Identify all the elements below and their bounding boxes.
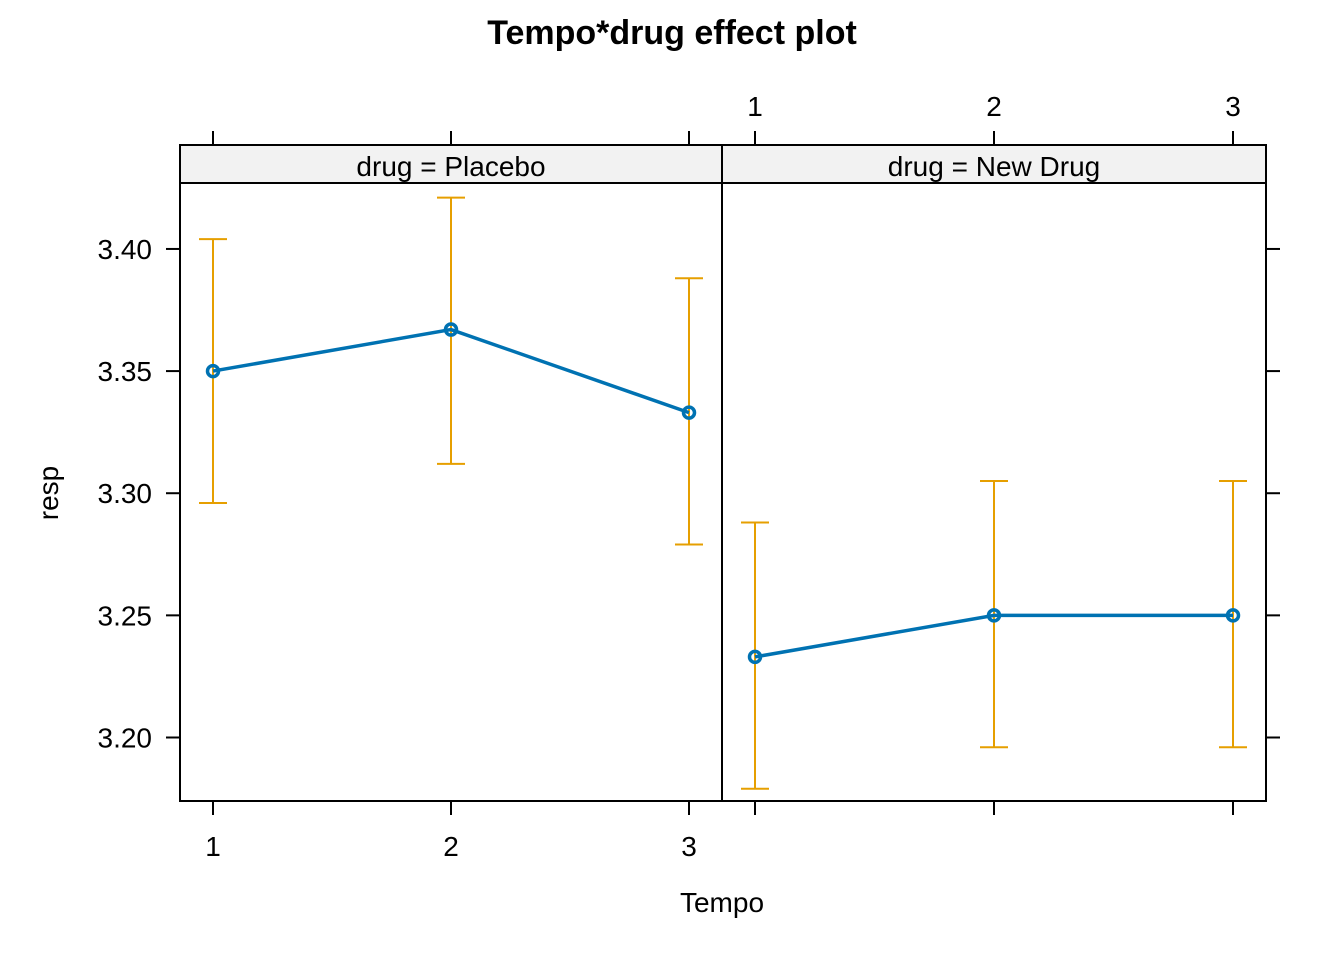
x-tick-label: 2 [443, 831, 459, 862]
strip-label: drug = New Drug [888, 151, 1100, 182]
strip-bg [179, 144, 723, 184]
data-point [443, 322, 459, 337]
series-line [754, 613, 1233, 659]
y-tick-label: 3.35 [98, 356, 153, 387]
y-axis-label: resp [33, 466, 64, 520]
x-tick-label: 1 [205, 831, 221, 862]
x-tick-label: 3 [681, 831, 697, 862]
data-point [986, 608, 1002, 623]
series-line [212, 327, 690, 415]
y-tick-label: 3.25 [98, 600, 153, 631]
data-point [747, 649, 763, 665]
y-tick-label: 3.20 [98, 722, 153, 753]
x-tick-label-top: 1 [747, 91, 763, 122]
x-axis-label: Tempo [680, 887, 764, 918]
strip-label: drug = Placebo [356, 151, 545, 182]
strip-bg [721, 144, 1267, 184]
data-point [681, 405, 697, 420]
chart-title: Tempo*drug effect plot [487, 14, 857, 52]
y-tick-label: 3.30 [98, 478, 153, 509]
x-tick-label-top: 2 [986, 91, 1002, 122]
data-point [205, 363, 221, 379]
panels-group: drug = Placebo 1 2 3 drug = New Drug 1 2 3 3.20 3… [98, 91, 1280, 862]
x-tick-label-top: 3 [1225, 91, 1241, 122]
data-point [1225, 608, 1241, 623]
y-tick-label: 3.40 [98, 234, 153, 265]
